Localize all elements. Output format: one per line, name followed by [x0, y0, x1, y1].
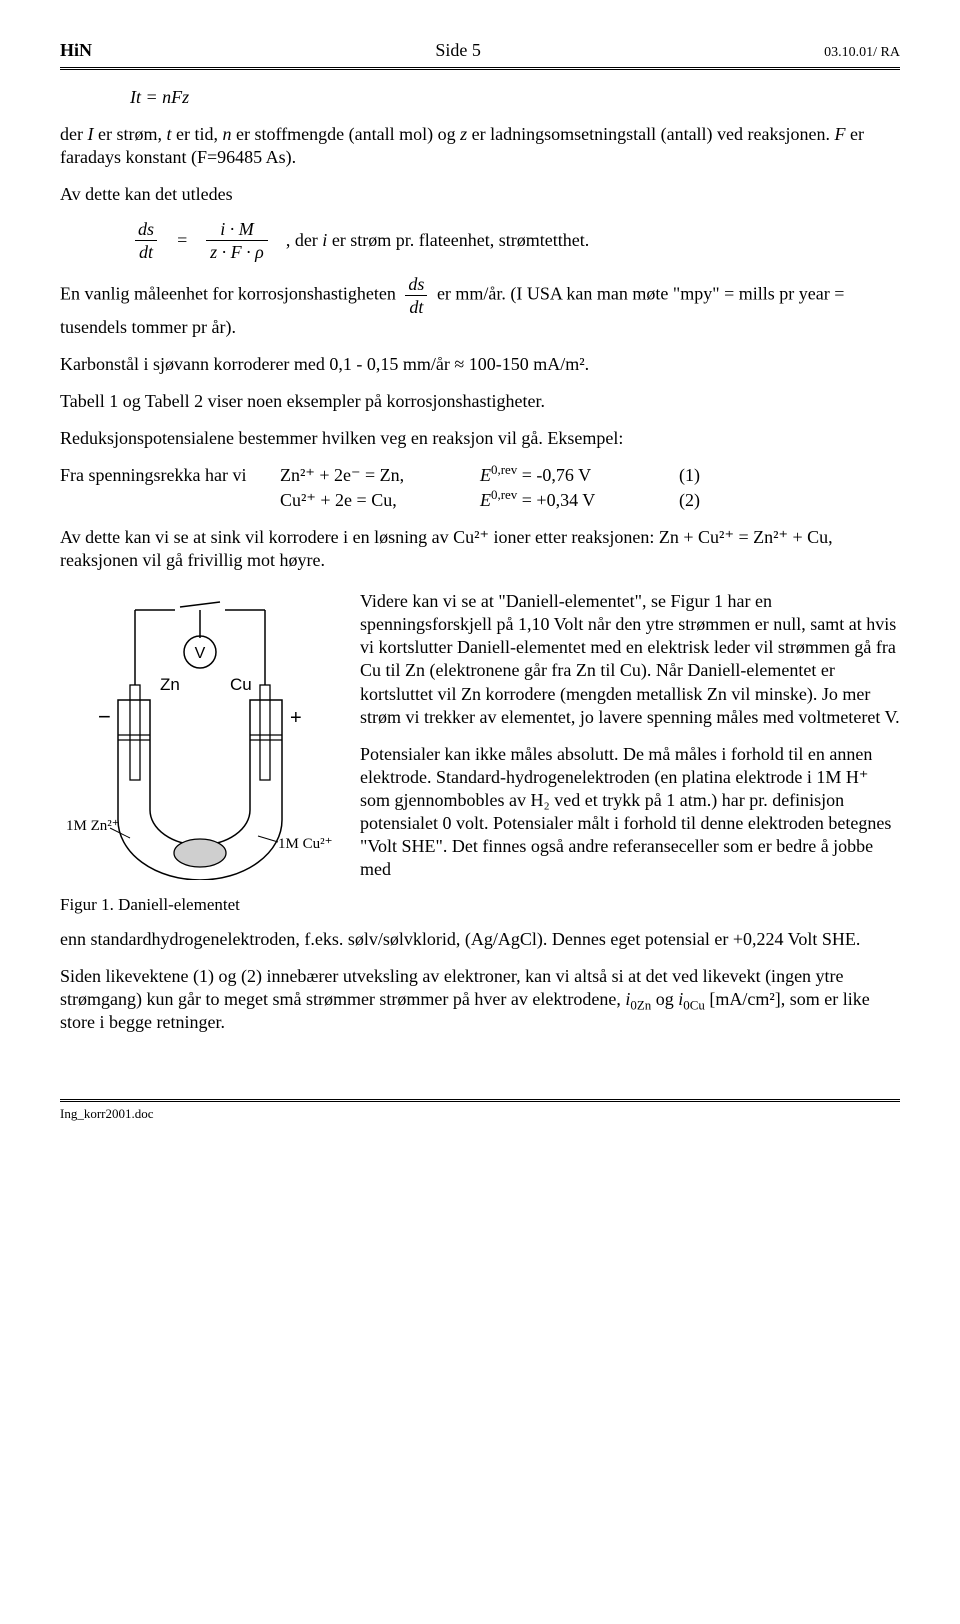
eq2-rhs-num: i · M [216, 220, 258, 240]
rxn2-pot: E0,rev = +0,34 V [480, 489, 660, 512]
eq2-rhs-den: z · F · ρ [206, 240, 268, 261]
header-center: Side 5 [435, 40, 481, 61]
p1-a: der [60, 124, 87, 144]
paragraph-8: enn standardhydrogenelektroden, f.eks. s… [60, 928, 900, 951]
paragraph-2: Av dette kan det utledes [60, 183, 900, 206]
p9-mid: og [651, 989, 678, 1009]
rxn1-num: (1) [660, 464, 700, 487]
header-rule [60, 67, 900, 70]
paragraph-1: der I er strøm, t er tid, n er stoffmeng… [60, 123, 900, 169]
figure-text-row: V Zn Cu − + [60, 590, 900, 916]
p3-frac-num: ds [404, 275, 428, 295]
voltmeter-label: V [195, 645, 206, 662]
paragraph-3: En vanlig måleenhet for korrosjonshastig… [60, 275, 900, 339]
col-p2: Potensialer kan ikke måles absolutt. De … [360, 743, 900, 881]
footer: Ing_korr2001.doc [60, 1094, 900, 1122]
reaction-block: Fra spenningsrekka har vi Zn²⁺ + 2e⁻ = Z… [60, 464, 900, 512]
p1-c: er tid, [171, 124, 222, 144]
header-right: 03.10.01/ RA [824, 45, 900, 61]
rxn1-pot: E0,rev = -0,76 V [480, 464, 660, 487]
figure-1-caption: Figur 1. Daniell-elementet [60, 894, 340, 916]
p1-b: er strøm, [93, 124, 166, 144]
rxn-lead: Fra spenningsrekka har vi [60, 464, 280, 487]
var-F: F [835, 124, 846, 144]
footer-filename: Ing_korr2001.doc [60, 1106, 900, 1122]
figure-column: V Zn Cu − + [60, 590, 340, 916]
paragraph-5: Tabell 1 og Tabell 2 viser noen eksemple… [60, 390, 900, 413]
zn-solution-label: 1M Zn²⁺ [66, 818, 120, 834]
eq2-lhs-num: ds [134, 220, 158, 240]
col-p1: Videre kan vi se at "Daniell-elementet",… [360, 590, 900, 728]
rxn1-eq: Zn²⁺ + 2e⁻ = Zn, [280, 464, 480, 487]
eq2-lhs-den: dt [135, 240, 157, 261]
zn-label: Zn [160, 675, 180, 694]
plus-label: + [290, 707, 302, 729]
header-left: HiN [60, 40, 92, 61]
page-header: HiN Side 5 03.10.01/ RA [60, 40, 900, 61]
daniell-cell-diagram: V Zn Cu − + [60, 590, 340, 880]
p1-e: er ladningsomsetningstall (antall) ved r… [467, 124, 834, 144]
rxn2-num: (2) [660, 489, 700, 512]
eq2-tail: , der i er strøm pr. flateenhet, strømte… [286, 229, 589, 252]
p3-frac-den: dt [405, 295, 427, 316]
rxn2-eq: Cu²⁺ + 2e = Cu, [280, 489, 480, 512]
cu-label: Cu [230, 675, 252, 694]
equation-1: It = nFz [130, 86, 900, 109]
p9-sub1: 0Zn [630, 998, 651, 1013]
equation-2: ds dt = i · M z · F · ρ , der i er strøm… [130, 220, 900, 261]
right-text-column: Videre kan vi se at "Daniell-elementet",… [360, 590, 900, 916]
paragraph-9: Siden likevektene (1) og (2) innebærer u… [60, 965, 900, 1034]
minus-label: − [98, 704, 111, 729]
paragraph-4: Karbonstål i sjøvann korroderer med 0,1 … [60, 353, 900, 376]
paragraph-6: Reduksjonspotensialene bestemmer hvilken… [60, 427, 900, 450]
p3a: En vanlig måleenhet for korrosjonshastig… [60, 284, 400, 304]
p1-d: er stoffmengde (antall mol) og [231, 124, 460, 144]
p9-sub2: 0Cu [683, 998, 705, 1013]
paragraph-7: Av dette kan vi se at sink vil korrodere… [60, 526, 900, 572]
cu-solution-label: 1M Cu²⁺ [278, 836, 333, 852]
